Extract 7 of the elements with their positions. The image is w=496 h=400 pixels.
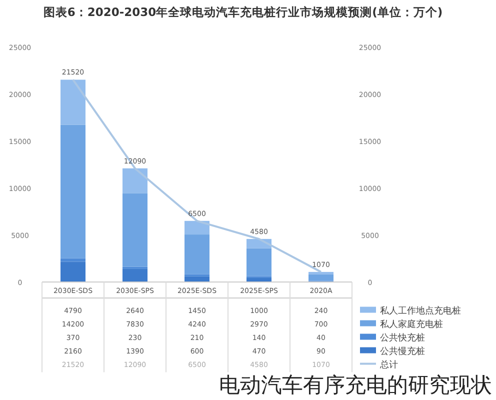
- legend-label: 公共慢充桩: [380, 346, 425, 357]
- legend-label: 总计: [379, 359, 398, 370]
- chart-title: 图表6：2020-2030年全球电动汽车充电桩行业市场规模预测(单位：万个): [43, 5, 443, 19]
- legend-label: 公共快充桩: [380, 332, 425, 344]
- text: 电动汽车有序充电的研究现状: [219, 373, 492, 397]
- legend-label: 私人工作地点充电桩: [380, 305, 461, 316]
- legend-label: 私人家庭充电桩: [380, 318, 443, 330]
